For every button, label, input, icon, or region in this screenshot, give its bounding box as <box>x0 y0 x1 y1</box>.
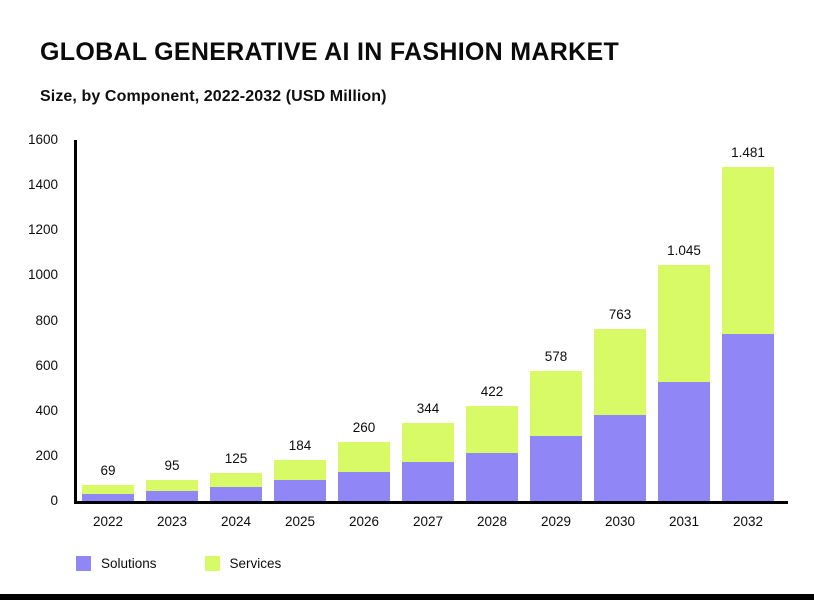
bar-2031: 1.045 <box>658 243 710 501</box>
y-tick-label-0: 0 <box>50 493 58 508</box>
bar-segment-services-2028 <box>466 405 518 454</box>
x-tick-label-2029: 2029 <box>540 514 572 529</box>
bar-segment-services-2023 <box>146 479 198 491</box>
bar-segment-solutions-2031 <box>658 382 710 501</box>
y-tick-label-800: 800 <box>35 312 58 328</box>
y-axis: 0 200 400 600 800 1000 1200 1400 1600 <box>0 132 66 508</box>
y-tick-label-1400: 1400 <box>27 177 58 193</box>
bar-segment-solutions-2030 <box>594 414 646 501</box>
bar-segment-services-2024 <box>210 472 262 488</box>
x-tick-label-2023: 2023 <box>156 514 188 529</box>
bar-segment-services-2022 <box>82 485 134 494</box>
bar-total-label-2031: 1.045 <box>667 243 701 259</box>
bar-2027: 344 <box>402 401 454 501</box>
bar-2022: 69 <box>82 463 134 501</box>
x-tick-label-2025: 2025 <box>284 514 316 529</box>
page-subtitle: Size, by Component, 2022-2032 (USD Milli… <box>40 88 387 105</box>
bar-total-label-2032: 1.481 <box>731 144 765 160</box>
bar-segment-services-2026 <box>338 442 390 473</box>
bar-2032: 1.481 <box>722 145 774 501</box>
bar-segment-solutions-2024 <box>210 487 262 501</box>
bar-segment-services-2027 <box>402 423 454 463</box>
x-tick-label-2032: 2032 <box>732 514 764 529</box>
bar-segment-solutions-2029 <box>530 435 582 501</box>
legend-item-services: Services <box>204 556 282 571</box>
y-tick-label-600: 600 <box>35 357 58 373</box>
x-tick-label-2026: 2026 <box>348 514 380 529</box>
legend-swatch-icon <box>204 556 220 571</box>
y-tick-label-1000: 1000 <box>27 267 58 283</box>
x-tick-label-2022: 2022 <box>92 514 124 529</box>
bar-total-label-2026: 260 <box>352 420 376 436</box>
stacked-bar-chart: 0 200 400 600 800 1000 1200 1400 1600 69 95 125 184… <box>0 132 814 533</box>
bar-segment-solutions-2022 <box>82 493 134 501</box>
bar-2023: 95 <box>146 458 198 501</box>
bar-2026: 260 <box>338 420 390 501</box>
bar-total-label-2028: 422 <box>480 383 504 399</box>
y-tick-label-200: 200 <box>35 447 58 463</box>
plot-area: 69 95 125 184 260 344 422 578 763 1.045 1.481 2022… <box>74 140 790 529</box>
x-tick-label-2030: 2030 <box>604 514 636 529</box>
bar-segment-services-2031 <box>658 265 710 383</box>
legend-label: Services <box>229 556 282 571</box>
bar-segment-solutions-2032 <box>722 334 774 501</box>
legend-label: Solutions <box>101 556 157 571</box>
bar-total-label-2025: 184 <box>288 437 312 453</box>
y-tick-label-1200: 1200 <box>27 222 58 238</box>
y-tick-label-400: 400 <box>35 402 58 418</box>
bottom-border <box>0 594 814 600</box>
x-tick-label-2028: 2028 <box>476 514 508 529</box>
bar-total-label-2027: 344 <box>416 401 440 417</box>
bar-segment-services-2030 <box>594 328 646 415</box>
y-axis-line <box>74 140 77 504</box>
legend-swatch-icon <box>76 556 91 571</box>
bars-group: 69 95 125 184 260 344 422 578 763 1.045 1.481 <box>82 140 774 501</box>
bar-segment-solutions-2026 <box>338 472 390 501</box>
x-tick-label-2027: 2027 <box>412 514 444 529</box>
bar-2029: 578 <box>530 349 582 501</box>
x-axis-labels: 2022 2023 2024 2025 2026 2027 2028 2029 2030 2031… <box>82 514 774 529</box>
x-tick-label-2031: 2031 <box>668 514 700 529</box>
x-axis-line <box>74 501 788 504</box>
bar-total-label-2022: 69 <box>100 463 116 479</box>
bar-segment-solutions-2028 <box>466 453 518 501</box>
bar-total-label-2023: 95 <box>164 457 180 473</box>
bar-segment-services-2025 <box>274 459 326 481</box>
x-tick-label-2024: 2024 <box>220 514 252 529</box>
bar-segment-services-2032 <box>722 166 774 335</box>
bar-2028: 422 <box>466 384 518 501</box>
bar-2025: 184 <box>274 438 326 501</box>
bar-segment-solutions-2027 <box>402 462 454 501</box>
bar-2030: 763 <box>594 307 646 501</box>
bar-2024: 125 <box>210 451 262 501</box>
bar-total-label-2029: 578 <box>544 348 568 364</box>
bar-segment-solutions-2023 <box>146 490 198 501</box>
bar-total-label-2030: 763 <box>608 306 632 322</box>
bar-segment-solutions-2025 <box>274 480 326 501</box>
page-title: GLOBAL GENERATIVE AI IN FASHION MARKET <box>40 38 620 66</box>
bar-total-label-2024: 125 <box>224 450 248 466</box>
legend-item-solutions: Solutions <box>76 556 157 571</box>
chart-legend: Solutions Services <box>76 556 281 571</box>
y-tick-label-1600: 1600 <box>27 132 58 147</box>
bar-segment-services-2029 <box>530 370 582 436</box>
